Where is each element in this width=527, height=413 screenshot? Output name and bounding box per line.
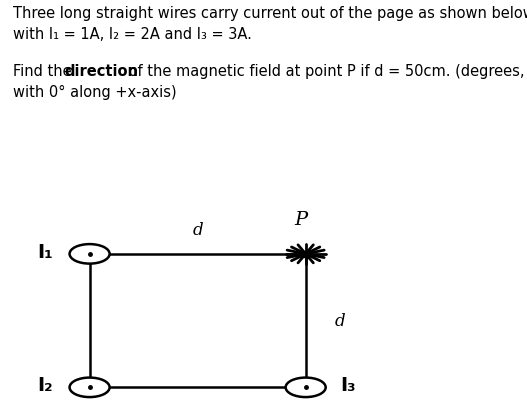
Circle shape	[70, 244, 110, 264]
Text: with 0° along +x-axis): with 0° along +x-axis)	[13, 85, 177, 100]
Text: Three long straight wires carry current out of the page as shown below: Three long straight wires carry current …	[13, 6, 527, 21]
Text: d: d	[335, 312, 345, 329]
Text: I₂: I₂	[37, 375, 53, 394]
Text: of the magnetic field at point P if d = 50cm. (degrees,: of the magnetic field at point P if d = …	[124, 64, 525, 79]
Circle shape	[286, 377, 326, 397]
Circle shape	[70, 377, 110, 397]
Text: I₁: I₁	[37, 242, 53, 261]
Text: I₃: I₃	[340, 375, 355, 394]
Text: d: d	[192, 222, 203, 239]
Text: P: P	[294, 211, 307, 229]
Text: direction: direction	[65, 64, 139, 79]
Text: Find the: Find the	[13, 64, 76, 79]
Text: with I₁ = 1A, I₂ = 2A and I₃ = 3A.: with I₁ = 1A, I₂ = 2A and I₃ = 3A.	[13, 27, 252, 42]
